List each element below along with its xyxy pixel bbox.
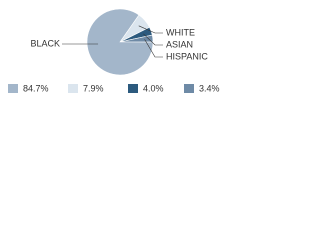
slice-label: BLACK [30,38,60,48]
legend-swatch [184,84,194,93]
leader-line [143,33,163,46]
legend-label: 3.4% [199,83,220,93]
chart: BLACK WHITE ASIAN HISPANIC 84.7% 7.9% 4.0% 3.4% [8,8,220,93]
pie-slice [86,8,154,76]
slice-label: WHITE [166,27,195,37]
legend-swatch [128,84,138,93]
legend-label: 4.0% [143,83,164,93]
slice-label: HISPANIC [166,51,208,61]
leader-line [138,25,163,34]
slice-label: ASIAN [166,39,193,49]
leader-line [144,39,163,58]
legend-label: 7.9% [83,83,104,93]
legend-swatch [68,84,78,93]
legend-label: 84.7% [23,83,49,93]
legend-swatch [8,84,18,93]
